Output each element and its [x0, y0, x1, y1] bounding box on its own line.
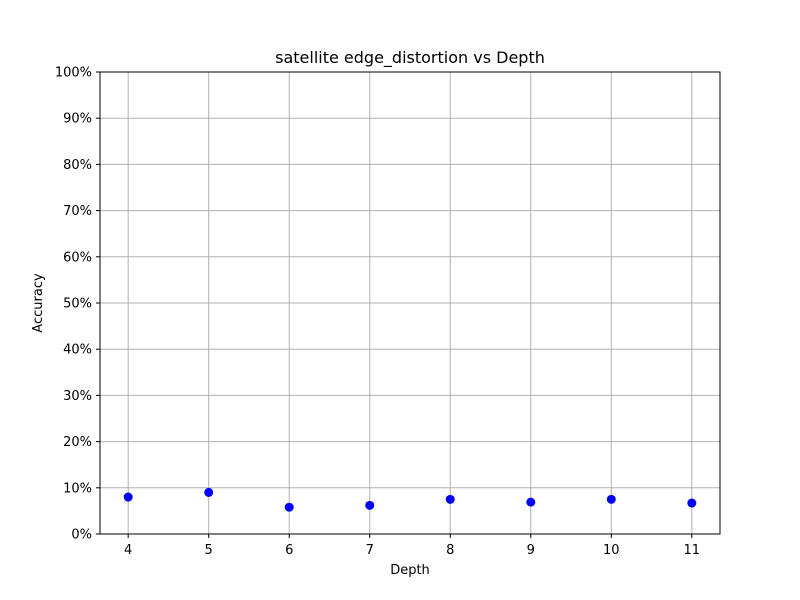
y-tick-label: 60%: [63, 250, 92, 265]
x-tick-label: 6: [285, 543, 293, 558]
x-tick-label: 9: [527, 543, 535, 558]
y-tick-label: 90%: [63, 112, 92, 127]
y-axis-ticks: 0% 10% 20% 30% 40% 50% 60% 70% 80% 90% 100%: [55, 66, 100, 543]
data-point: [606, 494, 616, 504]
y-tick-label: 10%: [63, 481, 92, 496]
data-point: [526, 497, 536, 507]
data-point: [204, 487, 214, 497]
chart-title: satellite edge_distortion vs Depth: [275, 48, 545, 68]
x-tick-label: 5: [205, 543, 213, 558]
data-point: [284, 502, 294, 512]
x-axis-label: Depth: [390, 563, 430, 578]
y-tick-label: 50%: [63, 297, 92, 312]
data-point: [365, 500, 375, 510]
y-axis-label: Accuracy: [31, 273, 46, 333]
y-tick-label: 80%: [63, 158, 92, 173]
x-axis-ticks: 4 5 6 7 8 9 10 11: [124, 534, 700, 558]
y-tick-label: 30%: [63, 389, 92, 404]
y-tick-label: 40%: [63, 343, 92, 358]
x-tick-label: 8: [446, 543, 454, 558]
x-tick-label: 11: [684, 543, 701, 558]
data-points: [123, 487, 697, 512]
data-point: [445, 494, 455, 504]
data-point: [123, 492, 133, 502]
x-tick-label: 7: [366, 543, 374, 558]
y-tick-label: 0%: [71, 528, 92, 543]
y-tick-label: 20%: [63, 435, 92, 450]
x-tick-label: 10: [603, 543, 620, 558]
y-tick-label: 100%: [55, 66, 92, 81]
x-tick-label: 4: [124, 543, 132, 558]
y-tick-label: 70%: [63, 204, 92, 219]
data-point: [687, 498, 697, 508]
grid: [100, 71, 720, 535]
